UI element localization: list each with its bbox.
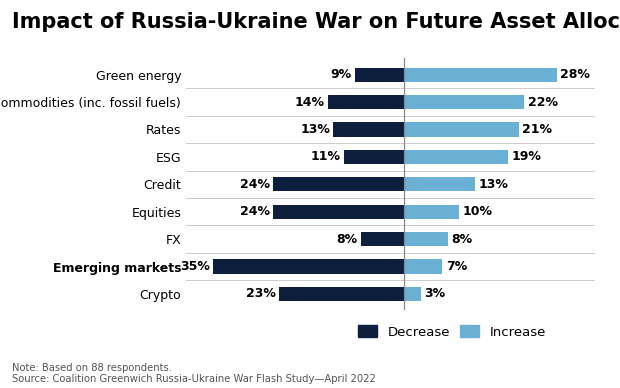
Bar	[404, 122, 519, 137]
Text: 28%: 28%	[560, 68, 590, 81]
Text: 7%: 7%	[446, 260, 467, 273]
Bar	[404, 150, 508, 164]
Bar	[404, 177, 475, 191]
Text: 24%: 24%	[240, 178, 270, 191]
Text: 13%: 13%	[300, 123, 330, 136]
Bar	[344, 150, 404, 164]
Text: 14%: 14%	[294, 95, 325, 109]
Bar	[404, 260, 443, 274]
Text: 21%: 21%	[522, 123, 552, 136]
Bar	[279, 287, 404, 301]
Bar	[213, 260, 404, 274]
Text: 8%: 8%	[451, 233, 472, 246]
Text: 10%: 10%	[462, 205, 492, 218]
Text: 8%: 8%	[336, 233, 357, 246]
Bar	[334, 122, 404, 137]
Legend: Decrease, Increase: Decrease, Increase	[353, 320, 551, 344]
Bar	[361, 232, 404, 246]
Text: 23%: 23%	[246, 288, 275, 300]
Bar	[355, 68, 404, 82]
Bar	[404, 287, 420, 301]
Text: 3%: 3%	[424, 288, 445, 300]
Bar	[273, 204, 404, 219]
Text: 11%: 11%	[311, 151, 341, 163]
Bar	[404, 95, 525, 109]
Text: 35%: 35%	[180, 260, 210, 273]
Bar	[404, 68, 557, 82]
Text: Impact of Russia-Ukraine War on Future Asset Allocation: Impact of Russia-Ukraine War on Future A…	[12, 12, 620, 32]
Text: 13%: 13%	[479, 178, 508, 191]
Text: 24%: 24%	[240, 205, 270, 218]
Text: 22%: 22%	[528, 95, 557, 109]
Text: Note: Based on 88 respondents.
Source: Coalition Greenwich Russia-Ukraine War Fl: Note: Based on 88 respondents. Source: C…	[12, 362, 376, 384]
Text: 19%: 19%	[511, 151, 541, 163]
Bar	[404, 232, 448, 246]
Bar	[404, 204, 459, 219]
Bar	[328, 95, 404, 109]
Bar	[273, 177, 404, 191]
Text: 9%: 9%	[330, 68, 352, 81]
